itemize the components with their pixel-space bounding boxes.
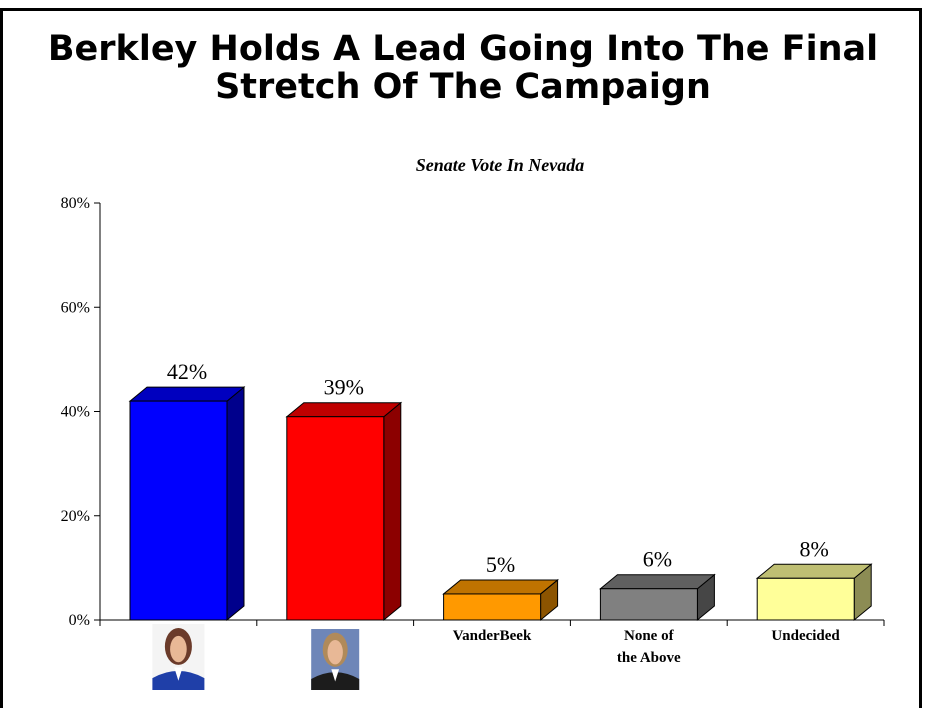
shirt xyxy=(331,669,340,682)
bar-top xyxy=(755,563,873,579)
bar-side xyxy=(383,401,402,622)
value-label: 42% xyxy=(167,359,207,384)
category-label: the Above xyxy=(617,650,681,666)
bar-side xyxy=(226,386,245,622)
bar xyxy=(128,386,246,622)
y-tick-label: 40% xyxy=(61,404,90,421)
candidate-photos xyxy=(152,624,360,690)
value-label: 8% xyxy=(800,536,829,561)
bar xyxy=(599,573,716,622)
candidate-photo-berkley xyxy=(152,624,205,690)
category-label: None of xyxy=(624,628,675,644)
face xyxy=(170,635,187,663)
chart-bars xyxy=(128,386,873,622)
y-tick-label: 20% xyxy=(61,508,90,525)
y-tick-label: 0% xyxy=(69,612,90,629)
bar xyxy=(755,563,873,622)
headline-line-1: Berkley Holds A Lead Going Into The Fina… xyxy=(47,29,879,69)
value-label: 5% xyxy=(486,552,515,577)
bar-top xyxy=(442,579,559,595)
bar-front xyxy=(443,593,542,621)
bar-top xyxy=(599,574,716,590)
bar-front xyxy=(129,400,228,621)
value-label: 39% xyxy=(324,375,364,400)
bar-top xyxy=(128,386,246,402)
headline-line-2: Stretch Of The Campaign xyxy=(215,67,711,107)
value-label: 6% xyxy=(643,547,672,572)
shirt xyxy=(174,667,183,681)
category-label: Undecided xyxy=(771,628,840,644)
category-label: VanderBeek xyxy=(453,628,532,644)
bar xyxy=(442,578,559,622)
y-tick-label: 80% xyxy=(61,195,90,212)
bar-front xyxy=(599,588,698,621)
chart-frame xyxy=(0,8,922,708)
chart-subtitle: Senate Vote In Nevada xyxy=(416,155,585,175)
face xyxy=(327,639,343,665)
bar-top xyxy=(285,402,403,418)
bar-front xyxy=(756,577,855,621)
bar-front xyxy=(286,416,385,621)
bar xyxy=(285,401,403,622)
candidate-photo-heller xyxy=(311,629,360,690)
y-tick-label: 60% xyxy=(61,299,90,316)
chart-labels: 42% 39% 5% VanderBeek 6% None of the Above 8% Un… xyxy=(167,359,841,666)
